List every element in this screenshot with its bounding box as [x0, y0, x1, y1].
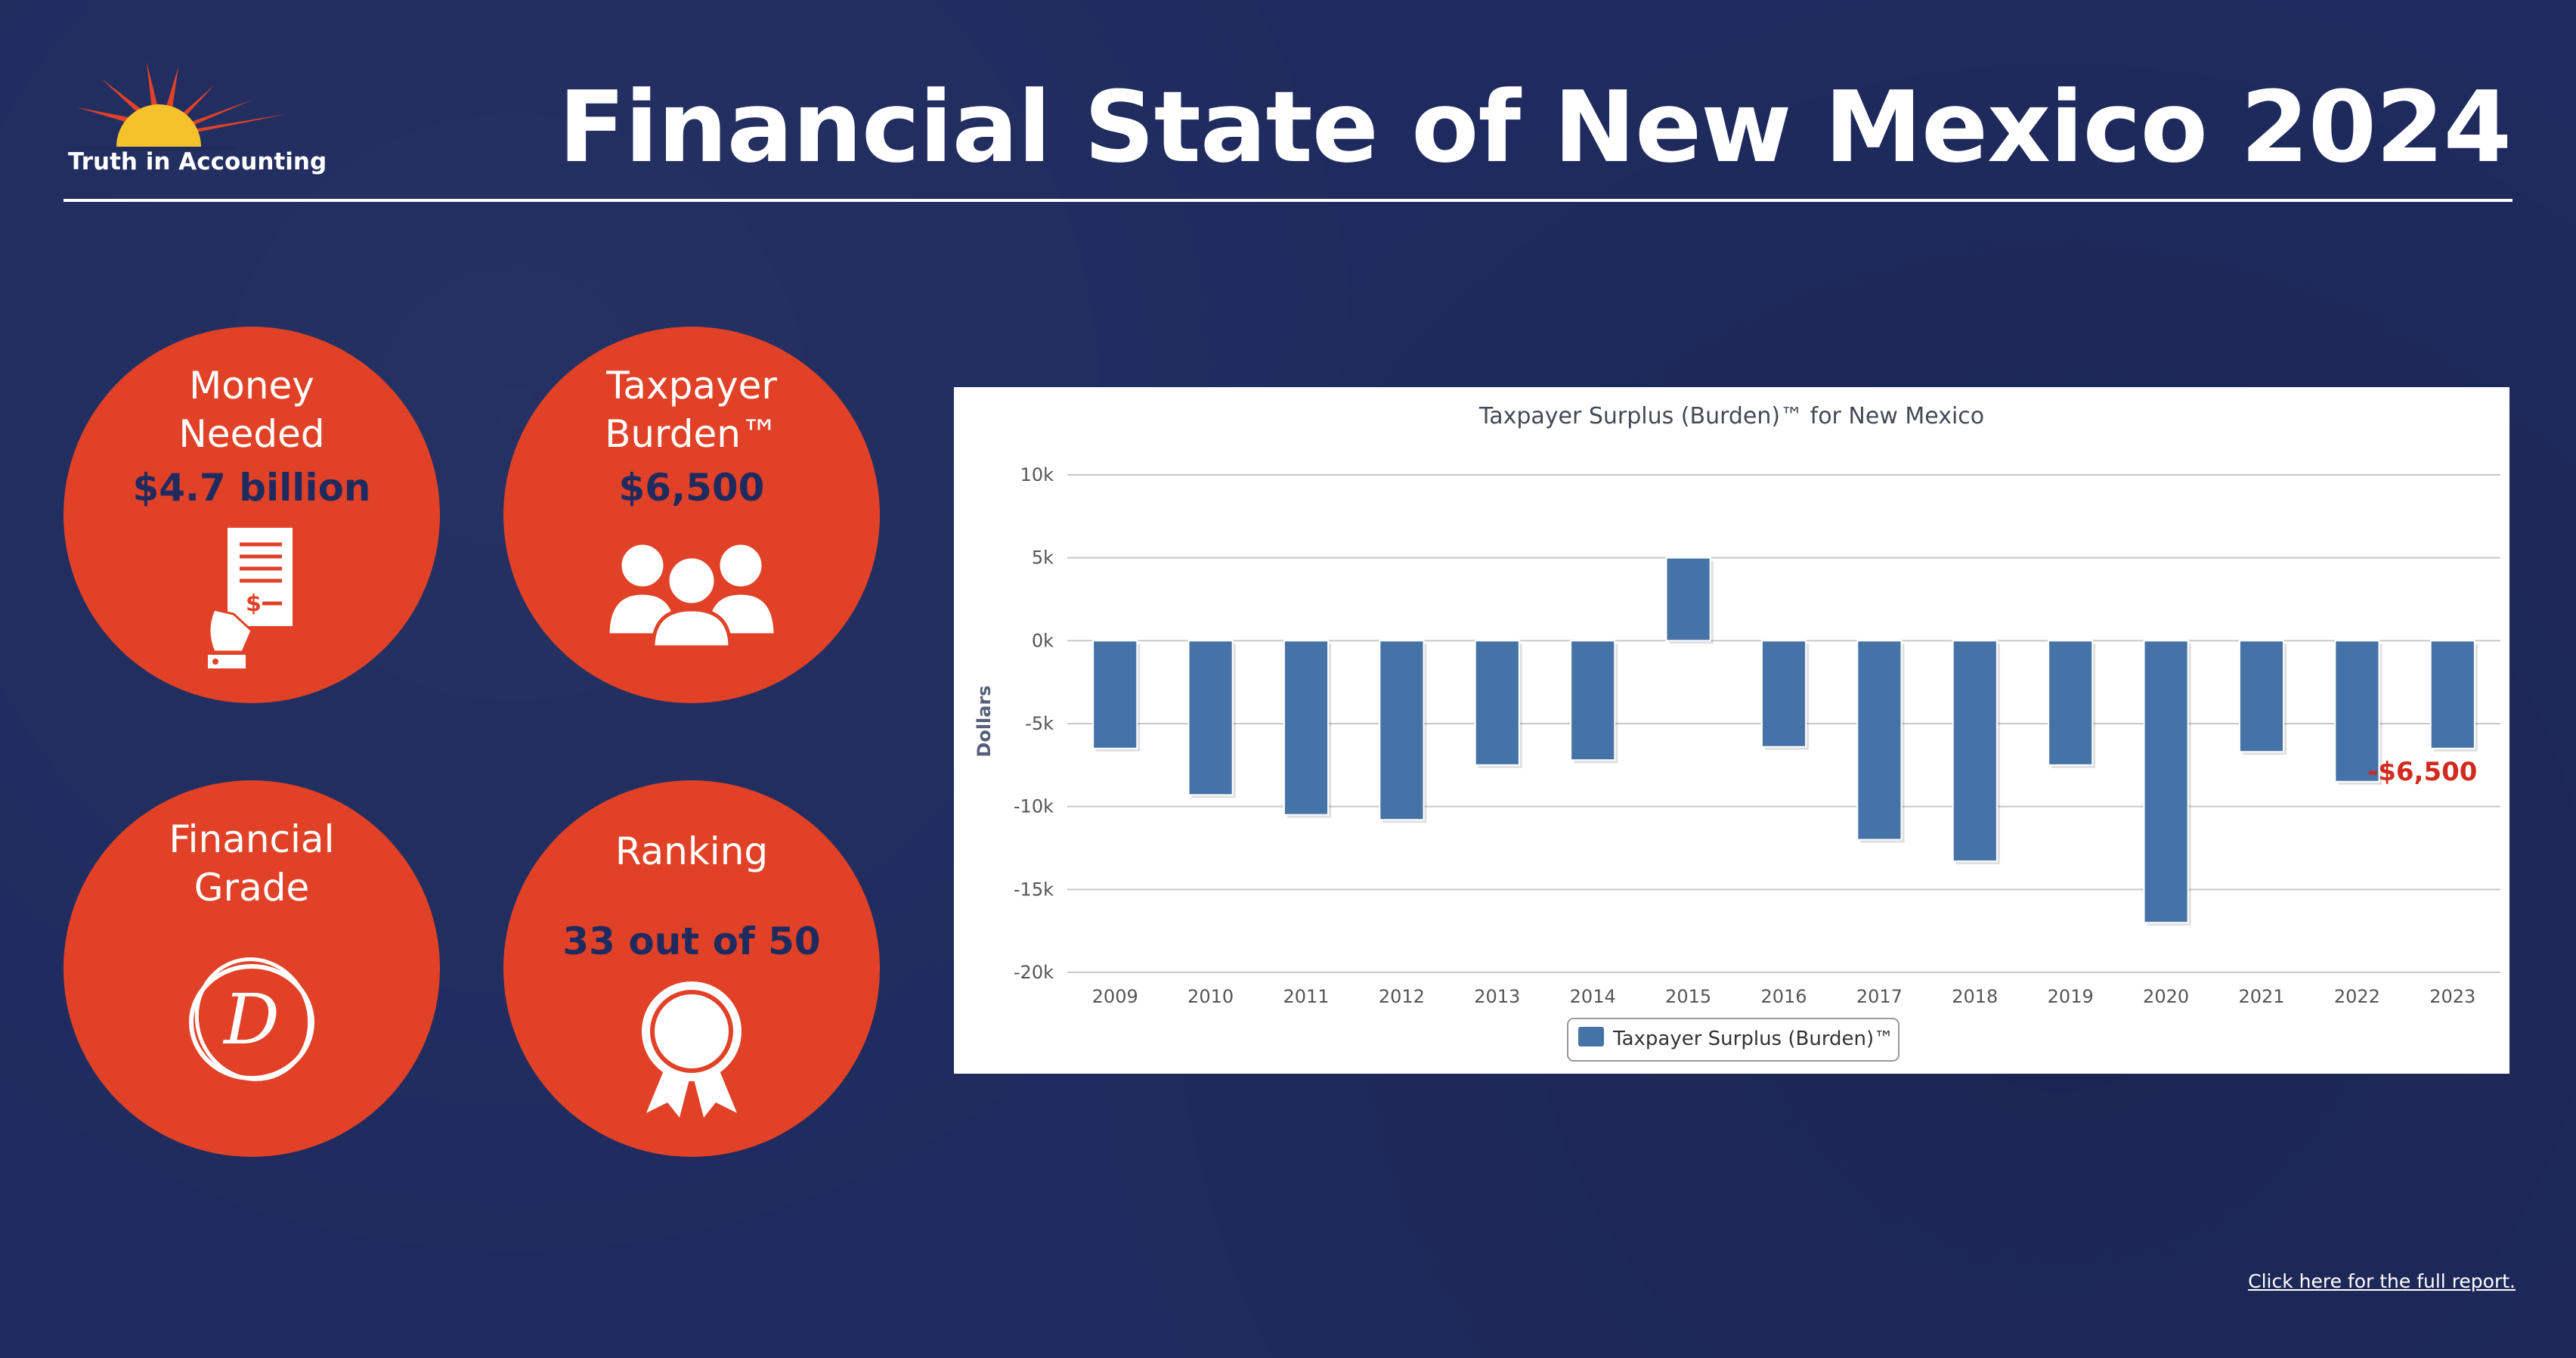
bar-2020[interactable]: [2143, 640, 2189, 924]
x-tick-label-2022: 2022: [2334, 986, 2380, 1007]
bar-2014[interactable]: [1570, 640, 1616, 761]
grade-circle-icon: D: [189, 957, 314, 1081]
bar-2013[interactable]: [1474, 640, 1520, 766]
money-needed-label-1: Money: [189, 364, 314, 408]
sunrise-logo-icon: [71, 62, 290, 150]
chart-title: Taxpayer Surplus (Burden)™ for New Mexic…: [1478, 403, 1984, 429]
financial-grade-label-1: Financial: [169, 817, 335, 861]
bar-2015[interactable]: [1665, 557, 1711, 642]
x-tick-label-2011: 2011: [1283, 986, 1329, 1007]
taxpayer-burden-chart: Taxpayer Surplus (Burden)™ for New Mexic…: [954, 387, 2509, 1074]
receipt-hand-icon: $: [208, 528, 293, 668]
bar-2016[interactable]: [1760, 640, 1807, 748]
bar-2019[interactable]: [2048, 640, 2094, 766]
taxpayer-burden-label-1: Taxpayer: [606, 364, 777, 408]
chart-legend[interactable]: Taxpayer Surplus (Burden)™: [1567, 1018, 1899, 1062]
bar-2022[interactable]: [2334, 640, 2380, 783]
x-tick-label-2013: 2013: [1474, 986, 1520, 1007]
legend-box: [1567, 1018, 1899, 1062]
x-tick-label-2019: 2019: [2048, 986, 2094, 1007]
ranking-card: Ranking 33 out of 50: [503, 780, 880, 1157]
taxpayer-burden-card: Taxpayer Burden™ $6,500: [503, 327, 880, 703]
bar-2010[interactable]: [1187, 640, 1234, 796]
award-ribbon-icon: [642, 981, 742, 1118]
y-tick-label: -20k: [1014, 962, 1054, 983]
y-tick-label: 10k: [1020, 464, 1054, 485]
x-tick-label-2017: 2017: [1856, 986, 1903, 1007]
financial-grade-label-2: Grade: [194, 866, 310, 910]
money-needed-value: $4.7 billion: [132, 466, 371, 510]
x-tick-label-2015: 2015: [1665, 986, 1711, 1007]
y-tick-label: 5k: [1032, 547, 1054, 569]
ranking-value: 33 out of 50: [562, 919, 821, 963]
grade-letter: D: [222, 979, 280, 1060]
bar-2017[interactable]: [1856, 640, 1903, 841]
svg-text:$: $: [246, 591, 262, 617]
bar-2018[interactable]: [1952, 640, 1998, 863]
legend-swatch: [1578, 1027, 1604, 1046]
x-tick-label-2016: 2016: [1760, 986, 1807, 1007]
chart-svg: Taxpayer Surplus (Burden)™ for New Mexic…: [974, 403, 2500, 1062]
bar-2023[interactable]: [2429, 640, 2475, 749]
bar-2021[interactable]: [2238, 640, 2285, 753]
x-tick-label-2018: 2018: [1952, 986, 1998, 1007]
y-axis-label: Dollars: [974, 685, 995, 757]
legend-label: Taxpayer Surplus (Burden)™: [1612, 1028, 1893, 1050]
x-tick-label-2021: 2021: [2238, 986, 2284, 1007]
money-needed-label-2: Needed: [178, 412, 325, 456]
x-tick-label-2010: 2010: [1187, 986, 1234, 1007]
truth-in-accounting-logo: Truth in Accounting: [63, 62, 327, 183]
x-tick-label-2020: 2020: [2143, 986, 2189, 1007]
financial-grade-card: Financial Grade D: [63, 780, 440, 1157]
people-group-icon: [605, 541, 778, 650]
bar-2009[interactable]: [1092, 640, 1138, 749]
taxpayer-burden-label-2: Burden™: [605, 412, 779, 456]
bar-2011[interactable]: [1283, 640, 1330, 816]
page-title: Financial State of New Mexico 2024: [558, 70, 2512, 184]
y-tick-label: -15k: [1014, 879, 1054, 900]
bar-2012[interactable]: [1379, 640, 1425, 821]
full-report-link[interactable]: Click here for the full report.: [2248, 1270, 2516, 1292]
y-tick-label: -5k: [1025, 713, 1054, 734]
data-label-2023: -$6,500: [2367, 757, 2477, 787]
ranking-label: Ranking: [615, 829, 769, 873]
x-tick-label-2009: 2009: [1092, 986, 1138, 1007]
y-tick-label: -10k: [1014, 796, 1054, 817]
taxpayer-burden-value: $6,500: [618, 466, 765, 510]
money-needed-card: Money Needed $4.7 billion $: [63, 327, 440, 703]
x-tick-label-2012: 2012: [1379, 986, 1425, 1007]
y-tick-label: 0k: [1032, 630, 1054, 651]
logo-text: Truth in Accounting: [68, 148, 327, 175]
x-tick-label-2014: 2014: [1570, 986, 1616, 1007]
x-tick-label-2023: 2023: [2429, 986, 2475, 1007]
title-divider: [63, 199, 2513, 202]
